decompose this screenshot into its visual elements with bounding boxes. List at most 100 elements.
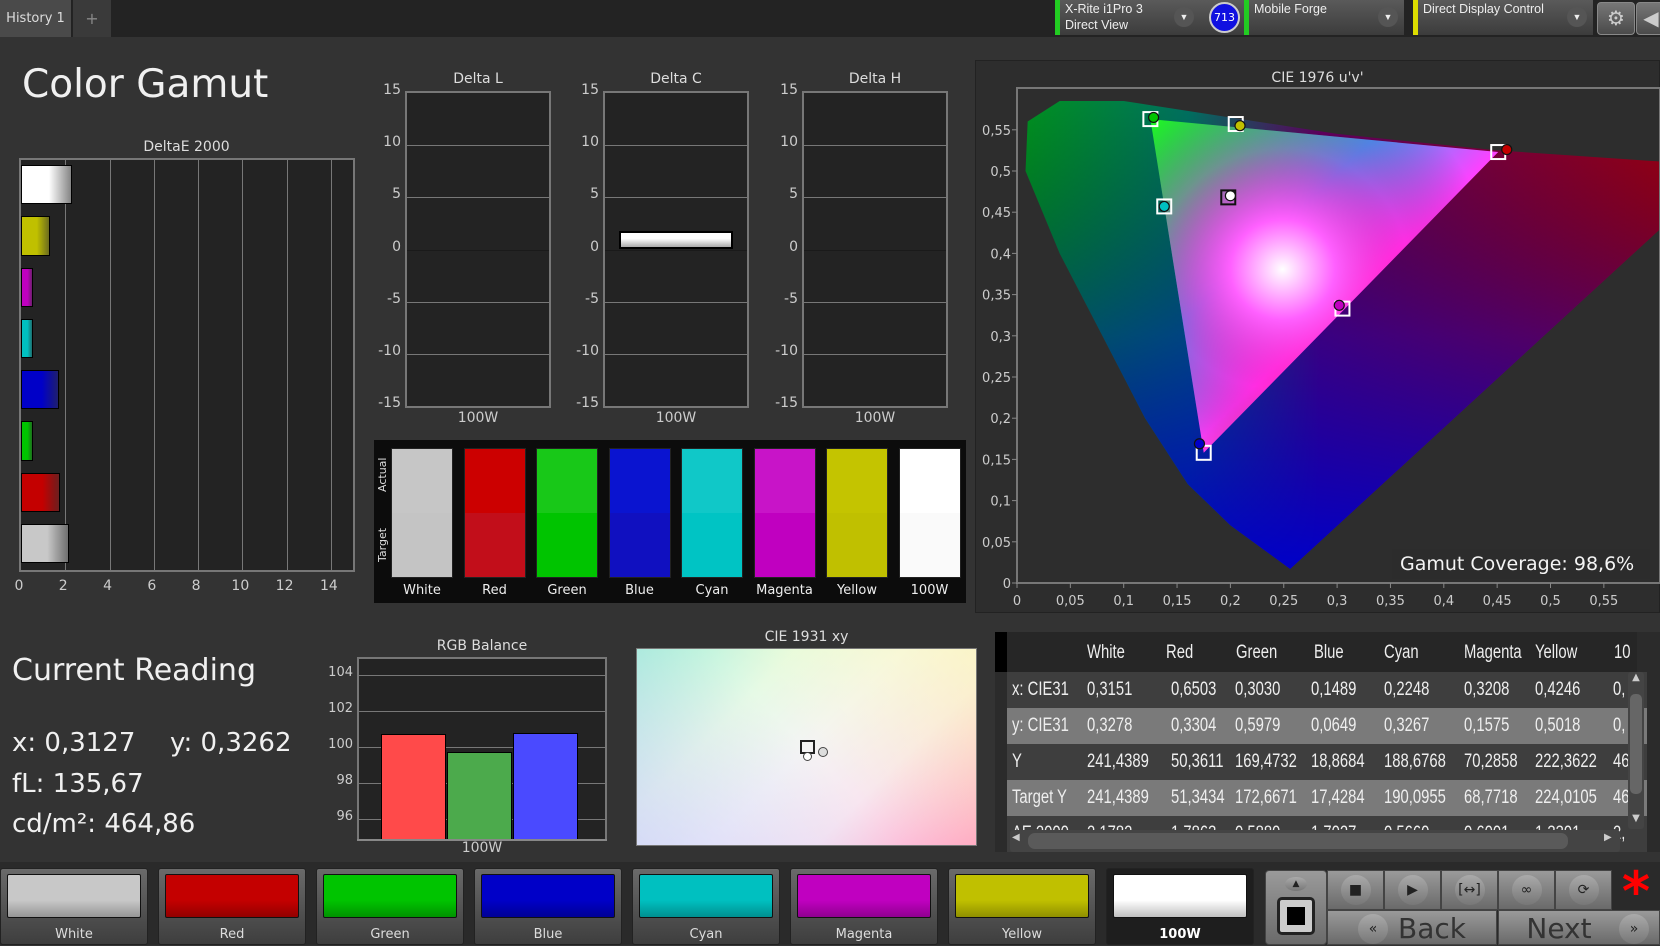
y-tick: -10 xyxy=(775,342,798,359)
patch-button-white[interactable]: White xyxy=(0,868,148,945)
patch-button-magenta[interactable]: Magenta xyxy=(790,868,938,945)
measured-marker-yellow xyxy=(1234,120,1246,132)
scroll-left-icon[interactable]: ◀ xyxy=(1012,832,1020,843)
table-vertical-scrollbar[interactable]: ▲ ▼ xyxy=(1628,672,1644,829)
cie-y-tick: 0,4 xyxy=(990,247,1011,262)
swatch-label: White xyxy=(403,583,441,598)
delta-chart-title: Delta C xyxy=(650,71,702,87)
display-control-name: Direct Display Control xyxy=(1423,2,1544,16)
stop-button[interactable]: ■ xyxy=(1327,870,1384,910)
deltae-x-tick: 8 xyxy=(191,578,201,594)
patch-label: White xyxy=(55,927,93,942)
cie1976-title: CIE 1976 u'v' xyxy=(1271,70,1364,86)
patch-button-green[interactable]: Green xyxy=(316,868,464,945)
table-row[interactable]: Target Y 241,4389 51,3434 172,6671 17,4284 19… xyxy=(1007,780,1647,816)
y-tick: -15 xyxy=(576,395,599,411)
cie1931-title: CIE 1931 xy xyxy=(764,629,849,645)
loop-button[interactable]: ∞ xyxy=(1498,870,1555,910)
scroll-down-icon[interactable]: ▼ xyxy=(1632,813,1640,824)
gridline xyxy=(605,145,747,147)
swatch-actual xyxy=(899,449,960,513)
refresh-button[interactable]: ⟳ xyxy=(1555,870,1612,910)
column-header: Magenta xyxy=(1464,642,1522,663)
swatch-actual xyxy=(827,449,887,513)
patch-label: 100W xyxy=(1159,927,1201,942)
measured-marker-blue xyxy=(1193,438,1206,450)
y-tick: -15 xyxy=(775,395,798,411)
table-cell: 0,5018 xyxy=(1535,715,1581,736)
double-chevron-left-icon: « xyxy=(1358,914,1388,944)
cie-y-tick: 0,15 xyxy=(982,453,1011,468)
patch-color xyxy=(639,874,773,918)
deltae-x-tick: 6 xyxy=(147,578,157,594)
swatch-label: Magenta xyxy=(756,583,813,598)
table-cell: 68,7718 xyxy=(1464,787,1518,808)
patch-button-blue[interactable]: Blue xyxy=(474,868,622,945)
blue-balance-bar xyxy=(513,732,578,839)
table-row[interactable]: Y 241,4389 50,3611 169,4732 18,8684 188,6768 7… xyxy=(1007,744,1647,780)
cie-y-tick: 0 xyxy=(1003,577,1011,592)
swatch-actual xyxy=(754,449,815,513)
table-cell: 0,6503 xyxy=(1171,679,1217,700)
measured-marker-green xyxy=(1147,111,1160,124)
chevron-left-icon[interactable]: ◀ xyxy=(1636,2,1660,35)
deltae-bar-green xyxy=(21,421,34,461)
cie-y-tick: 0,25 xyxy=(982,371,1011,386)
delta-bar xyxy=(619,230,733,250)
swatch-blue xyxy=(608,448,671,578)
play-button[interactable]: ▶ xyxy=(1384,870,1441,910)
deltae-gridline xyxy=(198,160,200,570)
meter-name: X-Rite i1Pro 3 xyxy=(1065,2,1143,16)
patch-color xyxy=(1113,874,1247,918)
table-row[interactable]: x: CIE31 0,3151 0,6503 0,3030 0,1489 0,2248 0,… xyxy=(1007,672,1647,708)
horizontal-scroll-thumb[interactable] xyxy=(1028,833,1568,849)
table-row[interactable]: y: CIE31 0,3278 0,3304 0,5979 0,0649 0,3267 0,… xyxy=(1007,708,1647,744)
cie1931-chart xyxy=(636,648,977,846)
deltae-title: DeltaE 2000 xyxy=(143,139,230,155)
rgb-x-axis xyxy=(357,839,607,841)
deltae-bar-red xyxy=(21,472,61,512)
reading-x: x: 0,3127 xyxy=(12,728,136,758)
display-control-dropdown[interactable]: Direct Display Control ▼ xyxy=(1413,0,1593,35)
table-cell: 0,5979 xyxy=(1235,715,1281,736)
patch-button-yellow[interactable]: Yellow xyxy=(948,868,1096,945)
patch-button-cyan[interactable]: Cyan xyxy=(632,868,780,945)
meter-badge[interactable]: 713 xyxy=(1209,2,1240,33)
gamut-coverage: Gamut Coverage: 98,6% xyxy=(1392,549,1650,579)
y-tick: -15 xyxy=(378,395,401,411)
fit-button[interactable]: [↔] xyxy=(1441,870,1498,910)
meter-dropdown[interactable]: X-Rite i1Pro 3 Direct View ▼ xyxy=(1055,0,1200,35)
patch-button-100w[interactable]: 100W xyxy=(1106,868,1254,945)
gear-icon[interactable]: ⚙ xyxy=(1597,2,1635,35)
measured-marker-white xyxy=(1224,190,1236,202)
rgb-y-tick: 98 xyxy=(336,773,353,788)
cie-y-tick: 0,5 xyxy=(990,165,1011,180)
tab-history-1[interactable]: History 1 xyxy=(0,0,72,37)
swatch-green xyxy=(536,448,598,578)
table-cell: 0,4246 xyxy=(1535,679,1581,700)
table-cell: 0,3304 xyxy=(1171,715,1217,736)
scroll-right-icon[interactable]: ▶ xyxy=(1604,832,1612,843)
table-cell: 46 xyxy=(1613,751,1630,772)
table-cell: 50,3611 xyxy=(1171,751,1224,772)
table-cell: 188,6768 xyxy=(1384,751,1446,772)
cie-y-tick: 0,35 xyxy=(982,289,1011,304)
patch-button-red[interactable]: Red xyxy=(158,868,306,945)
deltae-bar-magenta xyxy=(21,267,34,307)
scroll-up-icon[interactable]: ▲ xyxy=(1632,672,1640,683)
current-reading-title: Current Reading xyxy=(12,653,256,688)
stop-icon: ■ xyxy=(1340,875,1371,905)
vertical-scroll-thumb[interactable] xyxy=(1630,694,1642,794)
table-horizontal-scrollbar[interactable]: ◀ ▶ xyxy=(1010,830,1620,852)
profile-dropdown[interactable]: Mobile Forge ▼ xyxy=(1244,0,1404,35)
asterisk-icon[interactable]: * xyxy=(1621,860,1651,923)
add-tab-button[interactable]: + xyxy=(73,0,111,37)
y-tick: 10 xyxy=(780,134,798,151)
next-button[interactable]: Next » xyxy=(1498,910,1660,945)
stop-toggle-button[interactable]: ▲ xyxy=(1265,870,1327,945)
cie-x-tick: 0,4 xyxy=(1433,594,1454,609)
table-cell: 0,2248 xyxy=(1384,679,1430,700)
table-cell: 169,4732 xyxy=(1235,751,1297,772)
back-button[interactable]: « Back xyxy=(1327,910,1497,945)
swatch-target xyxy=(754,513,815,577)
